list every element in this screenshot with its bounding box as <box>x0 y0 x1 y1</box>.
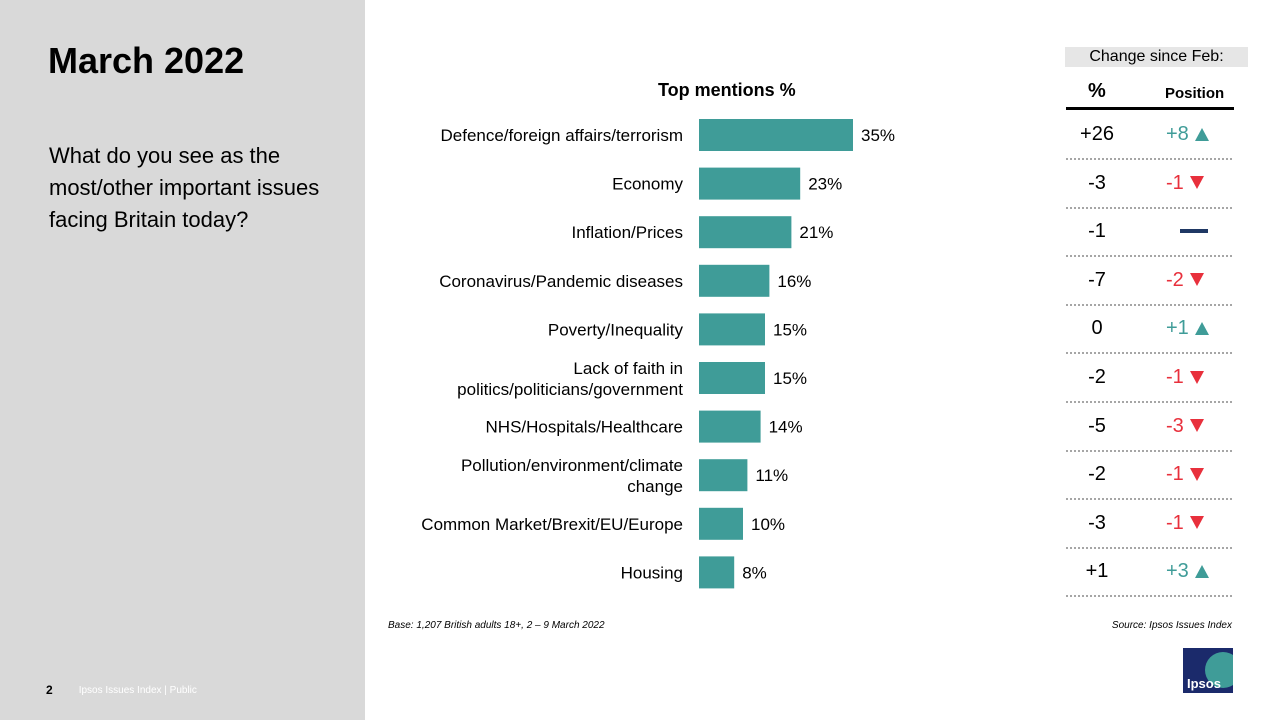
position-change-text: +8 <box>1166 123 1189 145</box>
category-label: Coronavirus/Pandemic diseases <box>439 272 683 291</box>
arrow-down-icon <box>1189 419 1204 433</box>
change-header: Change since Feb: <box>1065 47 1248 67</box>
arrow-down-icon <box>1189 516 1204 530</box>
ipsos-logo: Ipsos <box>1183 648 1233 693</box>
position-change-text: +1 <box>1166 317 1189 340</box>
page-number: 2 <box>46 683 53 697</box>
change-pct-value: -2 <box>1088 463 1106 486</box>
bar-value-label: 14% <box>769 418 803 437</box>
change-row: -3 -1 <box>1066 499 1232 549</box>
category-label: Common Market/Brexit/EU/Europe <box>421 515 683 534</box>
header-rule <box>1066 107 1234 110</box>
arrow-up-icon <box>1194 564 1209 578</box>
arrow-down-icon <box>1189 273 1204 287</box>
category-label: Housing <box>621 563 683 582</box>
change-position-column-header: Position <box>1165 85 1225 102</box>
issues-bar-chart: 35% Defence/foreign affairs/terrorism 23% E… <box>421 119 895 589</box>
arrow-down-icon <box>1189 176 1204 190</box>
change-pct-value: -7 <box>1088 268 1106 291</box>
bar-value-label: 8% <box>742 563 767 582</box>
logo-swoosh-icon <box>1205 652 1233 688</box>
change-row: -2 -1 <box>1066 353 1232 403</box>
change-position-value: +3 <box>1166 547 1209 595</box>
bar <box>699 362 765 394</box>
change-pct-value: +1 <box>1085 560 1109 583</box>
change-row: -7 -2 <box>1066 256 1232 306</box>
bar <box>699 167 801 200</box>
bar-value-label: 16% <box>777 272 811 291</box>
change-row: -5 -3 <box>1066 402 1232 452</box>
position-change-text: -2 <box>1166 268 1184 291</box>
change-row: +1 +3 <box>1066 547 1232 598</box>
category-label: Defence/foreign affairs/terrorism <box>440 126 683 145</box>
change-row: 0 +1 <box>1066 304 1232 355</box>
change-pct-value: -3 <box>1088 171 1106 194</box>
position-change-text: -1 <box>1166 171 1184 194</box>
change-pct-column-header: % <box>1088 80 1106 102</box>
change-row: +26 +8 <box>1066 110 1232 160</box>
bar-value-label: 35% <box>861 126 895 145</box>
position-change-text: -1 <box>1166 463 1184 486</box>
arrow-down-icon <box>1189 467 1204 481</box>
position-change-text: +3 <box>1166 560 1189 583</box>
category-label: Economy <box>612 175 683 194</box>
bar <box>699 313 765 346</box>
bar-value-label: 15% <box>773 320 807 339</box>
category-label: Lack of faith in politics/politicians/gov… <box>457 359 683 399</box>
chart-title: Top mentions % <box>658 80 796 100</box>
change-position-value: -3 <box>1166 402 1204 450</box>
change-pct-value: -3 <box>1088 511 1106 534</box>
change-pct-value: -5 <box>1088 414 1106 437</box>
bar <box>699 216 792 249</box>
change-pct-value: 0 <box>1091 317 1103 340</box>
bar <box>699 459 748 492</box>
change-row: -1 <box>1066 207 1232 258</box>
position-change-text: -3 <box>1166 414 1184 437</box>
arrow-up-icon <box>1194 127 1209 141</box>
bar-value-label: 10% <box>751 515 785 534</box>
page-title: March 2022 <box>48 40 245 81</box>
category-label: NHS/Hospitals/Healthcare <box>486 418 683 437</box>
position-change-text: -1 <box>1166 511 1184 534</box>
category-label: Pollution/environment/climate change <box>461 456 683 496</box>
bar <box>699 119 853 151</box>
category-label: Inflation/Prices <box>572 223 684 242</box>
footer: 2 Ipsos Issues Index | Public <box>46 683 197 697</box>
change-row: -3 -1 <box>1066 159 1232 209</box>
base-note: Base: 1,207 British adults 18+, 2 – 9 Ma… <box>388 620 605 631</box>
change-pct-value: -1 <box>1088 220 1106 243</box>
bar <box>699 410 761 443</box>
arrow-down-icon <box>1189 370 1204 384</box>
logo-text: Ipsos <box>1187 676 1221 691</box>
no-change-icon <box>1180 229 1208 234</box>
change-position-value: -2 <box>1166 256 1204 304</box>
survey-question: What do you see as the most/other import… <box>49 143 320 232</box>
position-change-text: -1 <box>1166 366 1184 388</box>
bar <box>699 507 743 540</box>
bar-value-label: 11% <box>755 466 788 485</box>
bar-value-label: 23% <box>808 175 842 194</box>
arrow-up-icon <box>1194 321 1209 335</box>
category-label: Poverty/Inequality <box>548 320 684 339</box>
change-pct-value: +26 <box>1080 123 1114 145</box>
bar <box>699 264 770 297</box>
footer-text: Ipsos Issues Index | Public <box>78 684 197 696</box>
sidebar: March 2022 What do you see as the most/o… <box>0 0 365 720</box>
change-position-value: +8 <box>1166 110 1209 158</box>
change-position-value <box>1166 207 1208 255</box>
change-position-value: -1 <box>1166 159 1204 207</box>
bar-value-label: 21% <box>799 223 833 242</box>
bar-value-label: 15% <box>773 369 807 388</box>
change-position-value: -1 <box>1166 499 1204 547</box>
source-note: Source: Ipsos Issues Index <box>1111 620 1232 631</box>
change-position-value: -1 <box>1166 450 1204 498</box>
bar <box>699 556 735 589</box>
change-row: -2 -1 <box>1066 450 1232 501</box>
change-position-value: -1 <box>1166 353 1204 401</box>
change-pct-value: -2 <box>1088 366 1106 388</box>
change-position-value: +1 <box>1166 304 1209 352</box>
